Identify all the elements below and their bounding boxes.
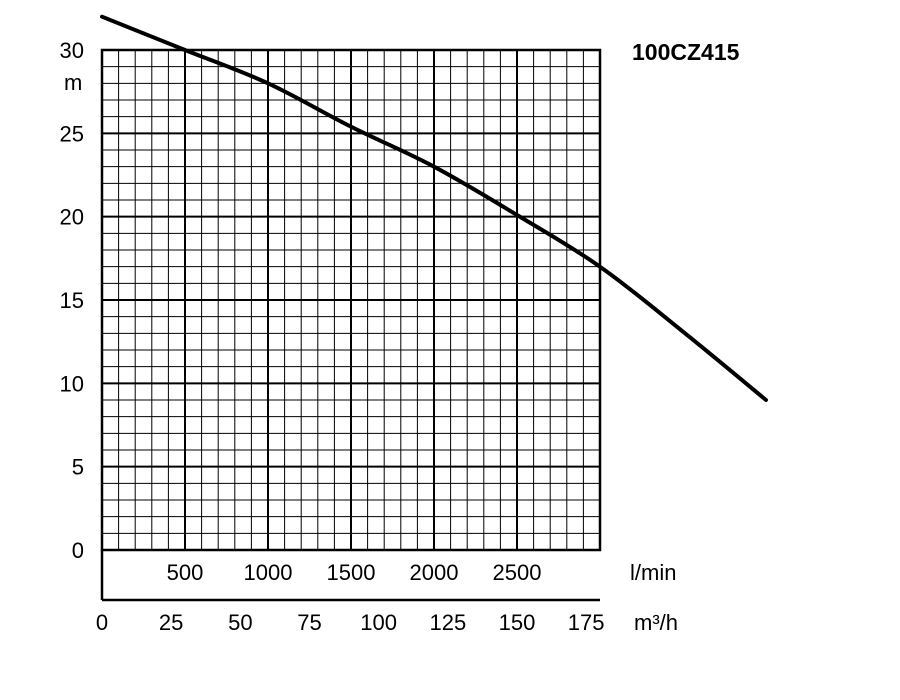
y-tick-label: 0 xyxy=(72,538,84,563)
y-tick-label: 25 xyxy=(60,121,84,146)
y-tick-label: 30 xyxy=(60,38,84,63)
x-axis-unit-lmin: l/min xyxy=(630,560,676,585)
x-tick-label-lmin: 1000 xyxy=(244,560,293,585)
x-tick-label-m3h: 0 xyxy=(96,610,108,635)
x-tick-label-m3h: 175 xyxy=(568,610,605,635)
x-tick-label-lmin: 2500 xyxy=(493,560,542,585)
y-tick-label: 5 xyxy=(72,455,84,480)
x-tick-label-lmin: 1500 xyxy=(327,560,376,585)
grid xyxy=(102,50,600,550)
x-tick-label-m3h: 125 xyxy=(429,610,466,635)
chart-title: 100CZ415 xyxy=(632,39,740,65)
x-tick-label-m3h: 25 xyxy=(159,610,183,635)
tick-labels: 0 5 10 15 20 25 30 500 1000 1500 2000 2500 0 25 50 75 10… xyxy=(60,38,605,635)
x-tick-label-m3h: 75 xyxy=(297,610,321,635)
y-tick-label: 10 xyxy=(60,371,84,396)
y-axis-unit: m xyxy=(64,70,82,95)
axes xyxy=(100,48,602,602)
x-tick-label-m3h: 150 xyxy=(499,610,536,635)
x-tick-label-m3h: 50 xyxy=(228,610,252,635)
x-tick-label-lmin: 500 xyxy=(167,560,204,585)
y-tick-label: 15 xyxy=(60,288,84,313)
x-axis-unit-m3h: m³/h xyxy=(634,610,678,635)
x-tick-label-lmin: 2000 xyxy=(410,560,459,585)
y-tick-label: 20 xyxy=(60,205,84,230)
x-tick-label-m3h: 100 xyxy=(360,610,397,635)
plot-frame xyxy=(100,48,602,552)
pump-curve-line xyxy=(100,14,768,402)
